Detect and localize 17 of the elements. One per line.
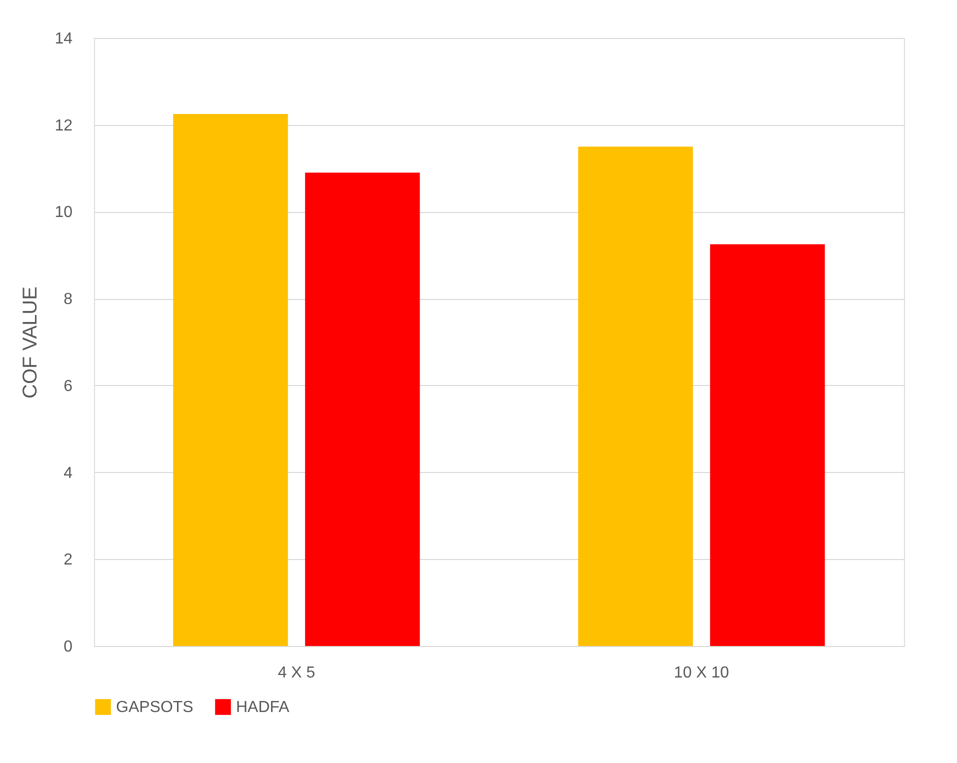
y-tick-label: 4 [64,464,73,482]
y-tick-label: 8 [64,291,73,308]
bar [173,114,288,646]
bar [578,146,693,646]
y-tick-label: 0 [64,638,73,656]
y-axis-title: COF VALUE [20,286,42,398]
y-tick-label: 6 [64,378,73,395]
y-tick-label: 12 [54,117,73,134]
y-tick-label: 2 [64,552,73,569]
bar [710,244,825,646]
y-tick-label: 14 [54,30,73,48]
y-tick-label: 10 [54,204,73,222]
legend-label: GAPSOTS [116,699,194,716]
bar [305,172,420,646]
x-tick-label: 10 X 10 [674,664,730,682]
legend-label: HADFA [236,699,290,716]
x-tick-label: 4 X 5 [278,664,316,682]
